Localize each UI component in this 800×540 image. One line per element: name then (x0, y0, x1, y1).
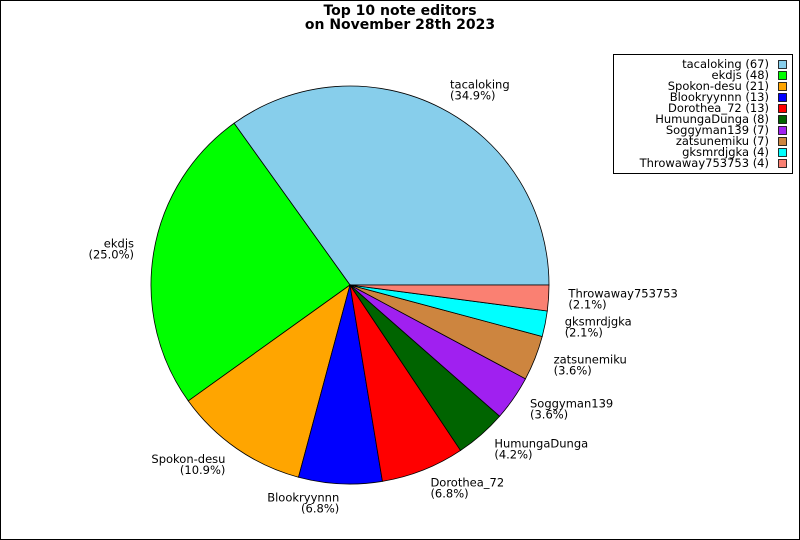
chart-subtitle: on November 28th 2023 (305, 17, 495, 33)
slice-percent: (3.6%) (530, 408, 568, 422)
slice-label: gksmrdjgka (565, 315, 632, 329)
slice-label: Blookryynnn (267, 491, 339, 505)
legend-swatch (778, 115, 787, 124)
legend-swatch (778, 137, 787, 146)
pie-slice (150, 122, 351, 402)
slice-label: Throwaway753753 (567, 286, 677, 300)
legend-label: HumungaDunga (8) (655, 112, 769, 126)
slice-percent: (2.1%) (565, 326, 603, 340)
slice-percent: (25.0%) (89, 247, 135, 261)
legend-swatch (778, 159, 787, 168)
slice-percent: (34.9%) (450, 88, 496, 102)
slice-percent: (2.1%) (568, 297, 606, 311)
legend-label: tacaloking (67) (682, 57, 769, 71)
slice-label: HumungaDunga (494, 437, 588, 451)
legend-box (613, 54, 793, 174)
slice-percent: (10.9%) (180, 463, 226, 477)
legend-swatch (778, 126, 787, 135)
legend-label: gksmrdjgka (4) (682, 145, 769, 159)
pie-slice (233, 85, 550, 286)
slice-percent: (6.8%) (301, 502, 339, 516)
pie-slice (187, 284, 351, 478)
legend-swatch (778, 104, 787, 113)
slice-label: ekdjs (104, 236, 134, 250)
legend-swatch (778, 71, 787, 80)
slice-label: Soggyman139 (530, 397, 613, 411)
pie-slice (349, 284, 550, 312)
legend-swatch (778, 82, 787, 91)
legend-label: ekdjs (48) (712, 68, 769, 82)
legend-swatch (778, 60, 787, 69)
legend-label: Dorothea_72 (13) (668, 101, 769, 115)
slice-label: tacaloking (450, 77, 510, 91)
legend-label: Soggyman139 (7) (666, 123, 769, 137)
legend-label: zatsunemiku (7) (676, 134, 769, 148)
slice-percent: (3.6%) (554, 363, 592, 377)
slice-label: Dorothea_72 (430, 476, 504, 490)
slice-percent: (6.8%) (430, 487, 468, 501)
slice-label: Spokon-desu (151, 452, 225, 466)
legend-swatch (778, 148, 787, 157)
legend-label: Throwaway753753 (4) (639, 156, 769, 170)
legend-label: Spokon-desu (21) (668, 79, 769, 93)
legend-label: Blookryynnn (13) (670, 90, 769, 104)
slice-percent: (4.2%) (494, 448, 532, 462)
chart-title: Top 10 note editors (323, 3, 476, 19)
legend-swatch (778, 93, 787, 102)
slice-label: zatsunemiku (554, 352, 627, 366)
